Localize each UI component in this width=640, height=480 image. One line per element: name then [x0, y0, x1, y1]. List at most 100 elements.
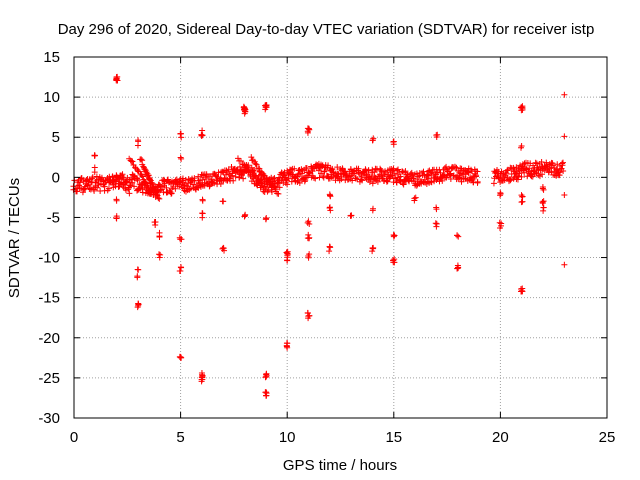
data-point — [390, 231, 397, 238]
data-point — [519, 285, 526, 292]
y-tick-label: -30 — [38, 410, 60, 427]
data-point — [561, 91, 568, 98]
data-point — [129, 158, 136, 165]
data-point — [326, 204, 333, 211]
data-point — [538, 159, 545, 166]
data-point — [221, 247, 228, 254]
data-point — [357, 176, 364, 183]
data-point — [248, 154, 255, 161]
data-point — [220, 198, 227, 205]
data-point — [288, 167, 295, 174]
data-point — [199, 210, 206, 217]
data-point — [123, 178, 130, 185]
data-point — [349, 177, 356, 184]
data-point — [518, 173, 525, 180]
data-point — [198, 131, 205, 138]
data-point — [526, 165, 533, 172]
data-point — [199, 132, 206, 139]
data-point — [329, 166, 336, 173]
data-point — [241, 161, 248, 168]
plot-frame — [73, 56, 608, 419]
data-point — [306, 170, 313, 177]
data-point — [263, 370, 270, 377]
data-point — [181, 185, 188, 192]
data-point — [129, 179, 136, 186]
data-point — [433, 206, 440, 213]
data-point — [94, 184, 101, 191]
data-point — [177, 354, 184, 361]
data-point — [342, 177, 349, 184]
data-point — [516, 170, 523, 177]
data-point — [152, 218, 159, 225]
y-tick-label: 15 — [43, 49, 60, 66]
chart-title: Day 296 of 2020, Sidereal Day-to-day VTE… — [58, 21, 595, 38]
data-point — [305, 235, 312, 242]
data-point — [359, 177, 366, 184]
data-point — [412, 194, 419, 201]
data-point — [369, 180, 376, 187]
data-point — [156, 195, 163, 202]
data-point — [326, 243, 333, 250]
data-point — [138, 156, 145, 163]
data-point — [305, 315, 312, 322]
data-point — [366, 179, 373, 186]
data-point — [304, 219, 311, 226]
data-point — [154, 192, 161, 199]
grid — [74, 57, 607, 418]
data-point — [138, 181, 145, 188]
data-point — [240, 175, 247, 182]
data-point — [456, 174, 463, 181]
x-tick-label: 10 — [279, 429, 296, 446]
data-point — [141, 178, 148, 185]
y-tick-label: -20 — [38, 330, 60, 347]
data-point — [518, 142, 525, 149]
data-point — [263, 102, 270, 109]
data-point — [507, 176, 514, 183]
data-point — [123, 178, 130, 185]
data-point — [310, 174, 317, 181]
data-point — [127, 176, 134, 183]
data-point — [153, 191, 160, 198]
data-point — [304, 128, 311, 135]
data-point — [474, 179, 481, 186]
data-point — [518, 104, 525, 111]
data-point — [540, 186, 547, 193]
data-point — [255, 176, 262, 183]
data-point — [338, 176, 345, 183]
data-point — [519, 198, 526, 205]
data-point — [79, 189, 86, 196]
x-tick-label: 0 — [70, 429, 78, 446]
data-point — [305, 254, 312, 261]
axis-ticks: 0 5 10 15 20 25 -30 -25 -20 -15 -10 -5 0 5 10 15 — [38, 49, 615, 446]
data-point — [559, 162, 566, 169]
data-point — [252, 160, 259, 167]
data-point — [95, 180, 102, 187]
data-point — [369, 207, 376, 214]
data-point — [245, 162, 252, 169]
data-point — [284, 254, 291, 261]
data-point — [365, 167, 372, 174]
data-point — [241, 107, 248, 114]
data-point — [245, 167, 252, 174]
data-point — [339, 165, 346, 172]
data-point — [561, 261, 568, 268]
data-point — [78, 175, 85, 182]
data-point — [134, 304, 141, 311]
data-point — [155, 195, 162, 202]
data-point — [540, 207, 547, 214]
data-point — [172, 185, 179, 192]
data-point — [549, 160, 556, 167]
data-point — [149, 181, 156, 188]
data-point — [199, 196, 206, 203]
data-point — [125, 186, 132, 193]
x-tick-label: 15 — [385, 429, 402, 446]
data-point — [275, 190, 282, 197]
data-point — [533, 160, 540, 167]
data-point — [134, 177, 141, 184]
data-point — [539, 198, 546, 205]
data-point — [423, 171, 430, 178]
data-point — [306, 221, 313, 228]
data-point — [497, 189, 504, 196]
data-point — [271, 184, 278, 191]
data-point — [554, 161, 561, 168]
